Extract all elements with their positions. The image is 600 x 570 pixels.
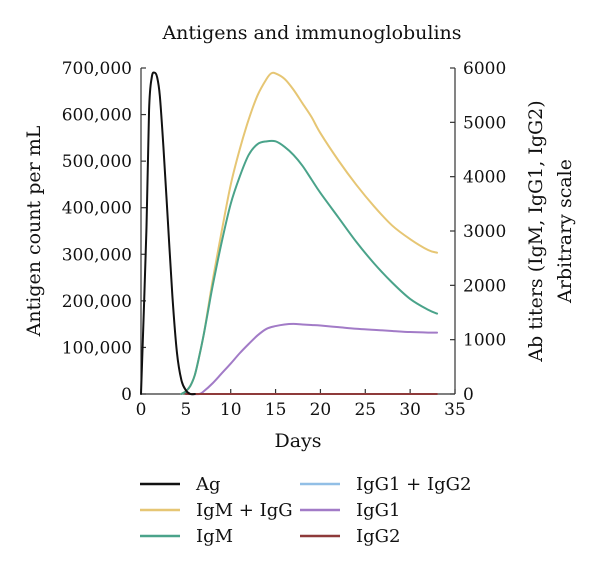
x-axis-ticks: 0 5 10 15 20 25 30 35: [136, 389, 466, 420]
chart-title: Antigens and immunoglobulins: [161, 22, 461, 44]
right-y-tick-label: 1000: [463, 331, 506, 351]
legend-label-igg1-igg2: IgG1 + IgG2: [356, 474, 471, 495]
x-tick-label: 5: [180, 400, 191, 420]
left-y-axis-ticks: 0 100,000 200,000 300,000 400,000 500,000 600,…: [62, 59, 146, 405]
series-line-igm-igg: [180, 71, 439, 395]
x-tick-label: 10: [220, 400, 242, 420]
legend-label-igm-igg: IgM + IgG: [196, 500, 293, 521]
legend: Ag IgM + IgG IgM IgG1 + IgG2 IgG1 IgG2: [140, 474, 471, 547]
left-y-tick-label: 700,000: [62, 59, 132, 79]
right-y-tick-label: 5000: [463, 113, 506, 133]
legend-label-igg2: IgG2: [356, 526, 400, 547]
left-y-tick-label: 200,000: [62, 292, 132, 312]
right-y-axis-ticks: 0 1000 2000 3000 4000 5000 6000: [450, 59, 506, 405]
left-y-axis-title: Antigen count per mL: [23, 125, 45, 337]
x-tick-label: 35: [444, 400, 466, 420]
right-y-axis-subtitle: Arbitrary scale: [554, 159, 576, 304]
right-y-axis-title: Ab titers (IgM, IgG1, IgG2): [525, 100, 547, 362]
series-line-ag: [140, 71, 196, 396]
right-y-tick-label: 0: [463, 385, 474, 405]
left-y-tick-label: 300,000: [62, 245, 132, 265]
legend-label-igm: IgM: [196, 526, 233, 547]
left-y-tick-label: 0: [121, 385, 132, 405]
series-lines: [140, 71, 439, 396]
left-y-tick-label: 500,000: [62, 152, 132, 172]
right-y-tick-label: 3000: [463, 222, 506, 242]
left-y-tick-label: 600,000: [62, 106, 132, 126]
x-tick-label: 25: [354, 400, 376, 420]
x-tick-label: 20: [310, 400, 332, 420]
plot-axes: [140, 68, 456, 395]
series-line-igm: [180, 139, 439, 395]
x-tick-label: 30: [399, 400, 421, 420]
x-tick-label: 0: [136, 400, 147, 420]
left-y-tick-label: 400,000: [62, 199, 132, 219]
x-axis-title: Days: [274, 430, 321, 452]
legend-label-ag: Ag: [195, 474, 221, 495]
right-y-tick-label: 6000: [463, 59, 506, 79]
x-tick-label: 15: [265, 400, 287, 420]
right-y-tick-label: 2000: [463, 276, 506, 296]
legend-label-igg1: IgG1: [356, 500, 400, 521]
right-y-tick-label: 4000: [463, 168, 506, 188]
left-y-tick-label: 100,000: [62, 338, 132, 358]
series-line-igg1: [189, 322, 439, 396]
